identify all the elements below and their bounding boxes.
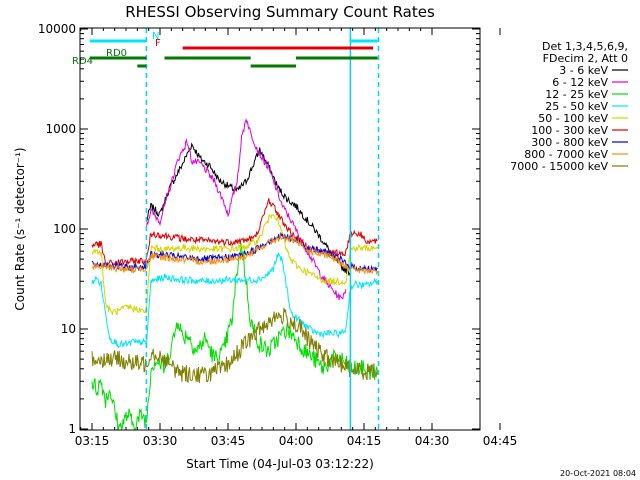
footer-date: 20-Oct-2021 08:04 bbox=[560, 469, 636, 478]
y-tick-label: 100 bbox=[53, 222, 76, 236]
y-tick-label: 10 bbox=[61, 322, 76, 336]
legend-entry-label: 3 - 6 keV bbox=[559, 64, 608, 77]
y-axis-label: Count Rate (s⁻¹ detector⁻¹) bbox=[13, 147, 27, 310]
legend-entry-label: 100 - 300 keV bbox=[531, 124, 608, 137]
series-25-50-kev bbox=[91, 252, 379, 348]
legend: Det 1,3,4,5,6,9,FDecim 2, Att 03 - 6 keV… bbox=[510, 40, 628, 173]
y-tick-label: 1 bbox=[68, 422, 76, 436]
x-tick-label: 03:45 bbox=[211, 434, 246, 448]
axis-layer: 03:15 03:30 03:45 04:00 04:15 04:30 04:45 1 10 10… bbox=[38, 22, 517, 448]
x-tick-label: 04:30 bbox=[415, 434, 450, 448]
series-3-6-kev bbox=[146, 142, 351, 276]
y-tick-label: 1000 bbox=[45, 122, 76, 136]
series-50-100-kev bbox=[91, 213, 378, 316]
vline-layer bbox=[145, 28, 380, 430]
x-tick-label: 04:15 bbox=[347, 434, 382, 448]
legend-entry-label: 800 - 7000 keV bbox=[524, 148, 608, 161]
series-layer bbox=[91, 118, 379, 430]
flag-label-n: N bbox=[152, 31, 159, 42]
series-300-800-kev bbox=[91, 231, 378, 273]
plot-frame bbox=[79, 27, 481, 431]
flag-layer: NF RD0 RD4 bbox=[72, 31, 378, 68]
legend-header-line: Det 1,3,4,5,6,9, bbox=[542, 40, 628, 53]
series-800-7000-kev bbox=[91, 233, 379, 276]
x-tick-label: 04:45 bbox=[483, 434, 518, 448]
x-tick-label: 03:15 bbox=[75, 434, 110, 448]
legend-entry-label: 12 - 25 keV bbox=[545, 88, 608, 101]
flag-label-f: F bbox=[155, 38, 161, 49]
series-6-12-kev bbox=[145, 118, 347, 301]
legend-entry-label: 50 - 100 keV bbox=[538, 112, 608, 125]
flag-label-rd4: RD4 bbox=[72, 56, 93, 67]
legend-entry-label: 6 - 12 keV bbox=[552, 76, 608, 89]
legend-entry-label: 7000 - 15000 keV bbox=[510, 160, 608, 173]
legend-header-line: FDecim 2, Att 0 bbox=[543, 52, 628, 65]
x-tick-label: 03:30 bbox=[143, 434, 178, 448]
chart-title: RHESSI Observing Summary Count Rates bbox=[125, 3, 435, 21]
x-tick-label: 04:00 bbox=[279, 434, 314, 448]
legend-entry-label: 25 - 50 keV bbox=[545, 100, 608, 113]
legend-entry-label: 300 - 800 keV bbox=[531, 136, 608, 149]
series-7000-15000-kev bbox=[91, 307, 378, 384]
flag-label-rd0: RD0 bbox=[106, 48, 127, 59]
y-tick-label: 10000 bbox=[38, 22, 76, 36]
x-axis-label: Start Time (04-Jul-03 03:12:22) bbox=[186, 457, 374, 471]
